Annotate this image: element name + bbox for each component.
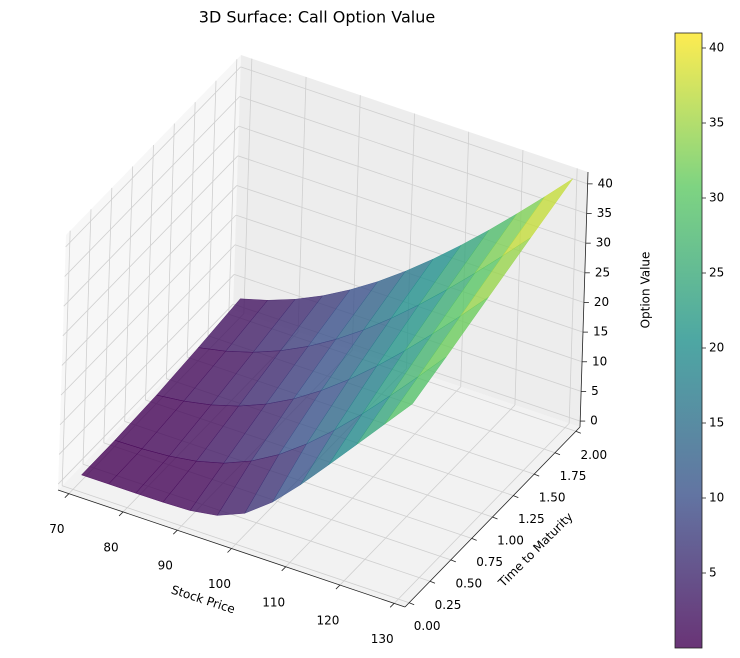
x-tick <box>335 584 341 590</box>
x-tick <box>389 603 395 608</box>
z-tick-label: 25 <box>595 265 610 279</box>
grid-line <box>236 185 585 303</box>
chart-title: 3D Surface: Call Option Value <box>199 8 435 27</box>
grid-line <box>514 150 524 406</box>
x-tick-label: 120 <box>316 614 339 628</box>
grid-line <box>64 96 240 277</box>
x-tick-label: 110 <box>262 595 285 609</box>
y-tick <box>513 495 519 498</box>
y-tick-label: 1.25 <box>518 512 545 526</box>
y-tick-label: 1.00 <box>497 534 524 548</box>
colorbar-tick-label: 20 <box>709 341 724 355</box>
x-tick <box>118 511 124 517</box>
grid-line <box>62 155 239 337</box>
grid-line <box>568 168 578 424</box>
y-tick <box>429 580 436 584</box>
grid-line <box>82 209 92 465</box>
y-tick-label: 2.00 <box>580 448 607 462</box>
x-tick-label: 100 <box>208 577 231 591</box>
z-tick-label: 0 <box>590 414 598 428</box>
grid-line <box>62 485 410 604</box>
z-tick-label: 40 <box>598 176 613 190</box>
grid-line <box>228 59 238 315</box>
y-tick-label: 1.75 <box>560 469 587 483</box>
x-tick-label: 90 <box>158 559 173 573</box>
z-axis <box>579 171 589 428</box>
grid-line <box>59 244 236 426</box>
grid-line <box>243 58 253 314</box>
x-tick-label: 130 <box>371 632 394 646</box>
x-tick <box>281 566 287 572</box>
y-tick <box>534 473 540 477</box>
grid-line <box>103 187 113 443</box>
grid-line <box>63 125 240 307</box>
y-tick-label: 0.75 <box>476 555 503 569</box>
grid-line <box>165 123 175 379</box>
grid-line <box>237 155 585 274</box>
colorbar-tick-label: 25 <box>709 266 724 280</box>
colorbar-tick-label: 40 <box>709 41 724 55</box>
surface-cell <box>384 356 447 425</box>
colorbar-tick-label: 30 <box>709 191 724 205</box>
y-tick-label: 0.00 <box>414 619 441 633</box>
z-axis-label: Option Value <box>639 252 653 329</box>
y-tick-label: 1.50 <box>539 491 566 505</box>
colorbar-tick-label: 35 <box>709 116 724 130</box>
y-tick <box>450 559 456 563</box>
y-tick <box>492 516 498 520</box>
y-tick <box>409 602 415 606</box>
y-tick-label: 0.50 <box>455 576 482 590</box>
z-tick-label: 20 <box>594 295 609 309</box>
y-tick-label: 0.25 <box>435 598 462 612</box>
x-tick <box>227 548 232 553</box>
colorbar-tick-label: 10 <box>709 491 724 505</box>
grid-line <box>145 144 154 401</box>
z-tick-label: 10 <box>592 354 607 368</box>
grid-line <box>239 96 587 214</box>
z-tick-label: 35 <box>597 206 612 220</box>
colorbar-tick-label: 5 <box>709 566 717 580</box>
y-tick <box>471 538 477 541</box>
grid-line <box>61 185 238 366</box>
grid-line <box>61 230 71 486</box>
x-tick-label: 80 <box>103 540 118 554</box>
z-tick-label: 5 <box>591 384 599 398</box>
z-tick-label: 30 <box>596 236 611 250</box>
grid-line <box>124 166 134 422</box>
x-tick <box>172 529 178 535</box>
grid-line <box>207 80 217 336</box>
colorbar <box>674 32 703 649</box>
grid-line <box>186 102 196 358</box>
y-tick <box>575 430 581 434</box>
x-tick <box>64 493 70 498</box>
grid-line <box>57 303 234 485</box>
y-tick <box>554 452 561 456</box>
grid-line <box>297 76 307 332</box>
x-tick-label: 70 <box>49 522 64 536</box>
colorbar-tick-label: 15 <box>709 416 724 430</box>
grid-line <box>58 274 235 455</box>
grid-line <box>60 214 237 396</box>
grid-line <box>65 66 241 248</box>
grid-line <box>240 66 588 185</box>
z-tick-label: 15 <box>593 325 608 339</box>
